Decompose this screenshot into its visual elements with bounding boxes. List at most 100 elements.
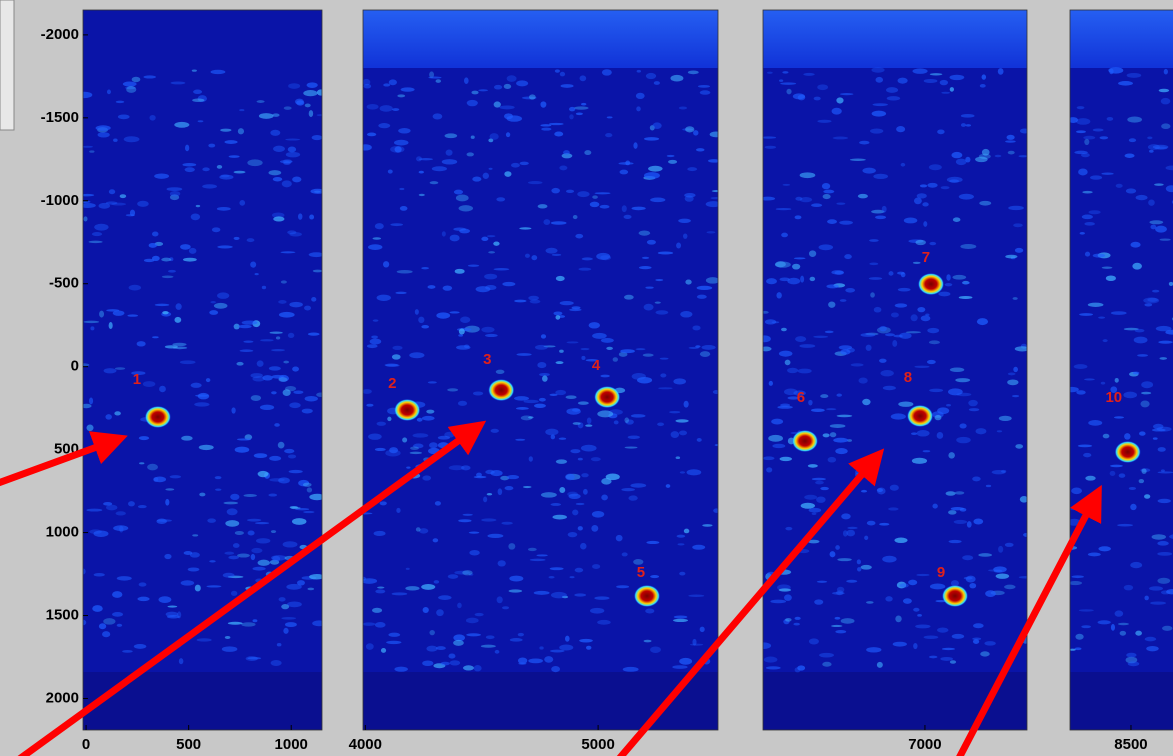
speckle (630, 483, 647, 488)
speckle (449, 311, 460, 314)
speckle (183, 551, 193, 555)
speckle (567, 531, 578, 538)
speckle (1018, 155, 1027, 158)
speckle (1115, 183, 1123, 188)
speckle (771, 321, 780, 324)
speckle (246, 518, 262, 522)
speckle (302, 482, 312, 487)
speckle (1071, 487, 1083, 495)
speckle (466, 633, 481, 637)
speckle (800, 275, 805, 283)
speckle (870, 292, 875, 298)
speckle (363, 576, 367, 581)
speckle (488, 251, 495, 254)
speckle (105, 414, 112, 420)
speckle (1132, 262, 1142, 270)
speckle (1110, 464, 1123, 468)
y-tick-label: -2000 (41, 26, 79, 43)
speckle (501, 521, 513, 525)
speckle (794, 616, 801, 620)
speckle (1126, 72, 1142, 78)
speckle (968, 408, 980, 412)
speckle (137, 200, 149, 207)
speckle (912, 261, 921, 264)
speckle (842, 530, 848, 537)
speckle (188, 247, 197, 254)
speckle (1023, 532, 1027, 537)
speckle (928, 164, 942, 171)
speckle (523, 399, 539, 404)
speckle (1075, 633, 1084, 640)
speckle (234, 530, 244, 535)
speckle (97, 132, 110, 138)
speckle (504, 485, 514, 491)
speckle (421, 266, 430, 270)
speckle (953, 519, 968, 525)
speckle (879, 325, 887, 332)
speckle (83, 203, 96, 209)
speckle (103, 368, 117, 374)
speckle (871, 209, 885, 214)
speckle (772, 443, 786, 449)
speckle (528, 94, 536, 100)
top-band (763, 10, 1027, 68)
speckle (303, 90, 318, 97)
speckle (278, 300, 287, 304)
speckle (516, 80, 529, 87)
speckle (112, 310, 125, 316)
speckle (502, 606, 510, 610)
speckle (486, 235, 496, 238)
speckle (278, 477, 290, 484)
speckle (975, 156, 988, 163)
side-widget (0, 0, 15, 131)
speckle (998, 415, 1012, 422)
speckle (483, 496, 488, 503)
speckle (429, 181, 439, 185)
speckle (575, 112, 583, 116)
speckle (524, 253, 530, 258)
speckle (1110, 311, 1127, 315)
speckle (817, 119, 832, 123)
speckle (1108, 67, 1124, 74)
speckle (441, 159, 458, 165)
speckle (929, 73, 943, 76)
speckle (174, 316, 182, 323)
bottom-band (1070, 672, 1173, 730)
speckle (1011, 394, 1020, 398)
speckle (991, 469, 1006, 475)
speckle (832, 136, 849, 140)
speckle (308, 110, 314, 118)
speckle (779, 456, 792, 462)
speckle (819, 652, 834, 658)
speckle (274, 423, 280, 427)
speckle (981, 74, 987, 80)
speckle (679, 657, 693, 665)
speckle (444, 133, 458, 139)
speckle (83, 200, 91, 203)
speckle (654, 301, 661, 304)
speckle (597, 410, 614, 418)
speckle (984, 641, 996, 646)
speckle (383, 83, 391, 87)
speckle (504, 171, 512, 177)
speckle (550, 591, 567, 599)
speckle (478, 89, 489, 92)
speckle (1005, 254, 1018, 259)
speckle (581, 473, 589, 478)
speckle (591, 525, 599, 532)
speckle (884, 333, 895, 337)
speckle (151, 255, 160, 261)
speckle (914, 365, 930, 368)
speckle (699, 90, 711, 95)
speckle (1105, 275, 1116, 282)
speckle (259, 404, 275, 411)
speckle (1158, 340, 1173, 344)
speckle (676, 534, 686, 538)
speckle (1154, 146, 1168, 150)
speckle (636, 376, 653, 384)
speckle (533, 590, 550, 595)
panel-body (83, 10, 322, 730)
speckle (389, 447, 399, 454)
speckle (551, 187, 560, 194)
